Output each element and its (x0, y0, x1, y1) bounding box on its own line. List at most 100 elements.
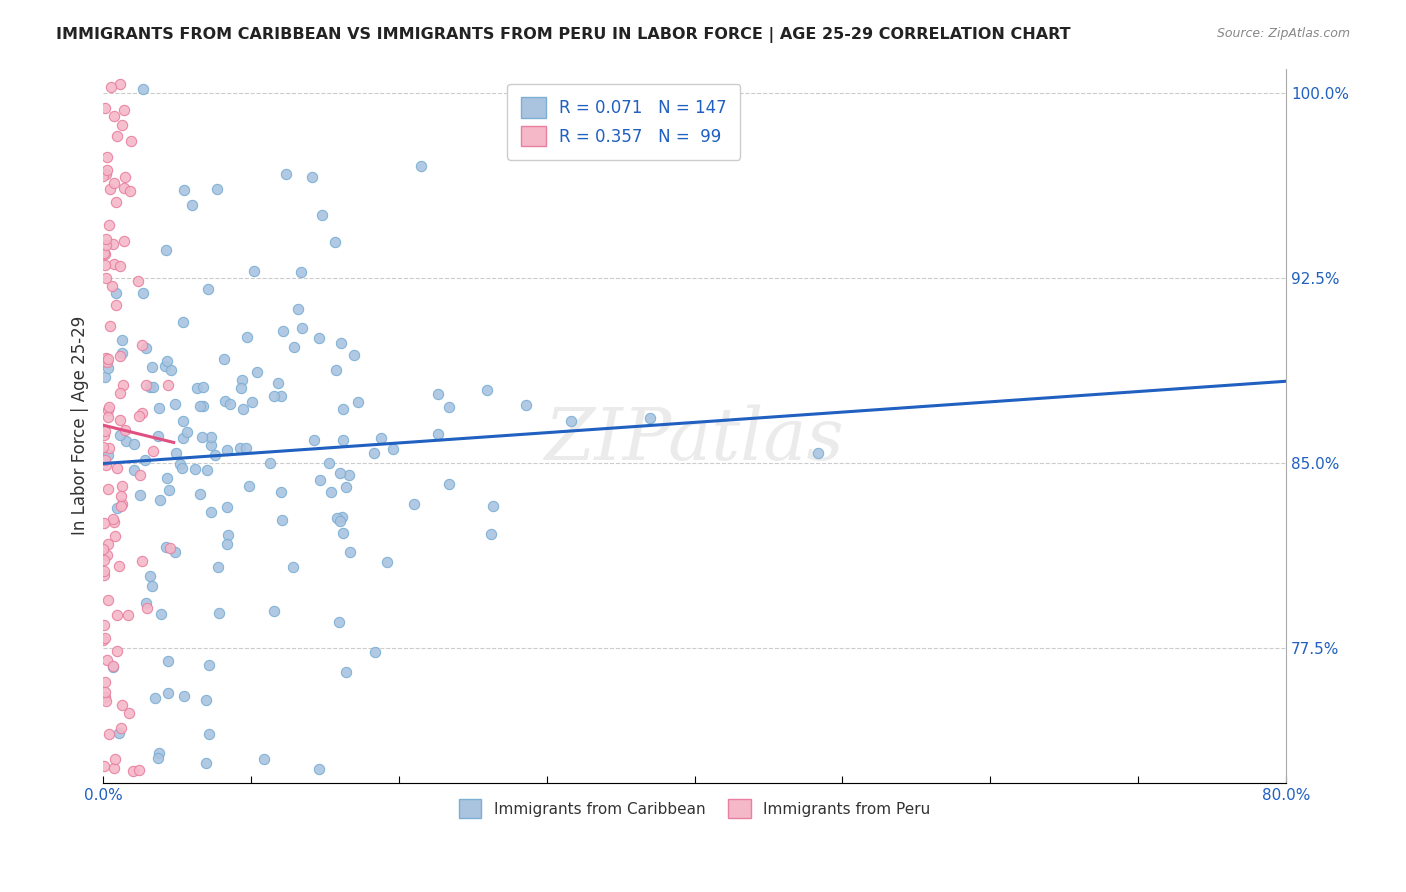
Point (263, 389, 285, 403)
Point (156, 471, 179, 485)
Point (105, 607, 128, 622)
Point (103, 256, 125, 270)
Point (93, 101, 115, 115)
Point (148, 751, 170, 765)
Point (104, 529, 127, 543)
Point (481, 499, 503, 513)
Point (115, 434, 138, 448)
Point (148, 401, 170, 415)
Point (122, 764, 145, 779)
Point (212, 352, 235, 367)
Point (219, 397, 242, 411)
Point (122, 437, 145, 451)
Point (94, 167, 117, 181)
Point (238, 479, 260, 493)
Point (308, 762, 330, 776)
Point (160, 363, 183, 377)
Point (270, 484, 292, 499)
Point (156, 353, 179, 368)
Point (157, 483, 180, 498)
Point (427, 387, 450, 401)
Point (105, 644, 128, 658)
Point (108, 386, 131, 401)
Point (110, 721, 132, 735)
Point (807, 445, 830, 459)
Point (149, 607, 172, 622)
Point (176, 425, 198, 440)
Point (232, 402, 254, 417)
Point (180, 198, 202, 212)
Point (325, 363, 347, 377)
Point (135, 601, 157, 615)
Point (101, 512, 124, 526)
Point (139, 380, 162, 394)
Point (638, 410, 661, 425)
Point (332, 526, 354, 541)
Point (271, 324, 294, 338)
Point (94, 674, 117, 689)
Point (110, 427, 132, 442)
Point (479, 527, 502, 541)
Point (97, 537, 120, 551)
Point (172, 460, 194, 475)
Point (155, 541, 177, 555)
Point (475, 383, 498, 397)
Point (330, 509, 353, 524)
Point (204, 448, 226, 462)
Point (103, 176, 125, 190)
Point (200, 505, 222, 519)
Point (155, 243, 177, 257)
Point (382, 442, 405, 456)
Point (183, 462, 205, 476)
Point (173, 689, 195, 703)
Point (240, 395, 263, 409)
Point (335, 665, 357, 679)
Point (363, 645, 385, 659)
Point (97, 482, 120, 496)
Point (263, 604, 285, 618)
Point (96, 653, 118, 667)
Point (103, 515, 125, 529)
Point (437, 477, 460, 491)
Point (329, 514, 352, 528)
Point (91, 632, 114, 647)
Point (101, 278, 124, 293)
Point (120, 134, 142, 148)
Point (217, 442, 239, 457)
Point (217, 528, 239, 542)
Point (131, 554, 153, 568)
Point (560, 414, 582, 428)
Point (402, 497, 425, 511)
Point (141, 578, 163, 592)
Point (270, 389, 292, 403)
Point (157, 686, 180, 700)
Point (302, 433, 325, 447)
Point (309, 473, 332, 487)
Point (129, 468, 152, 483)
Point (97, 410, 120, 425)
Point (111, 346, 134, 360)
Point (343, 348, 366, 362)
Point (94, 246, 117, 260)
Point (128, 409, 150, 424)
Point (217, 537, 239, 551)
Point (97, 727, 120, 741)
Point (190, 399, 212, 413)
Text: Source: ZipAtlas.com: Source: ZipAtlas.com (1216, 27, 1350, 40)
Point (271, 513, 294, 527)
Point (127, 273, 149, 287)
Point (104, 752, 127, 766)
Point (97, 593, 120, 607)
Point (96, 355, 118, 369)
Point (200, 430, 222, 444)
Point (118, 184, 141, 198)
Text: ZIPatlas: ZIPatlas (544, 405, 845, 475)
Point (105, 129, 128, 144)
Point (301, 170, 323, 185)
Point (188, 487, 211, 501)
Point (97, 400, 120, 414)
Point (93, 542, 115, 557)
Point (153, 359, 176, 374)
Point (229, 441, 252, 455)
Point (329, 466, 352, 480)
